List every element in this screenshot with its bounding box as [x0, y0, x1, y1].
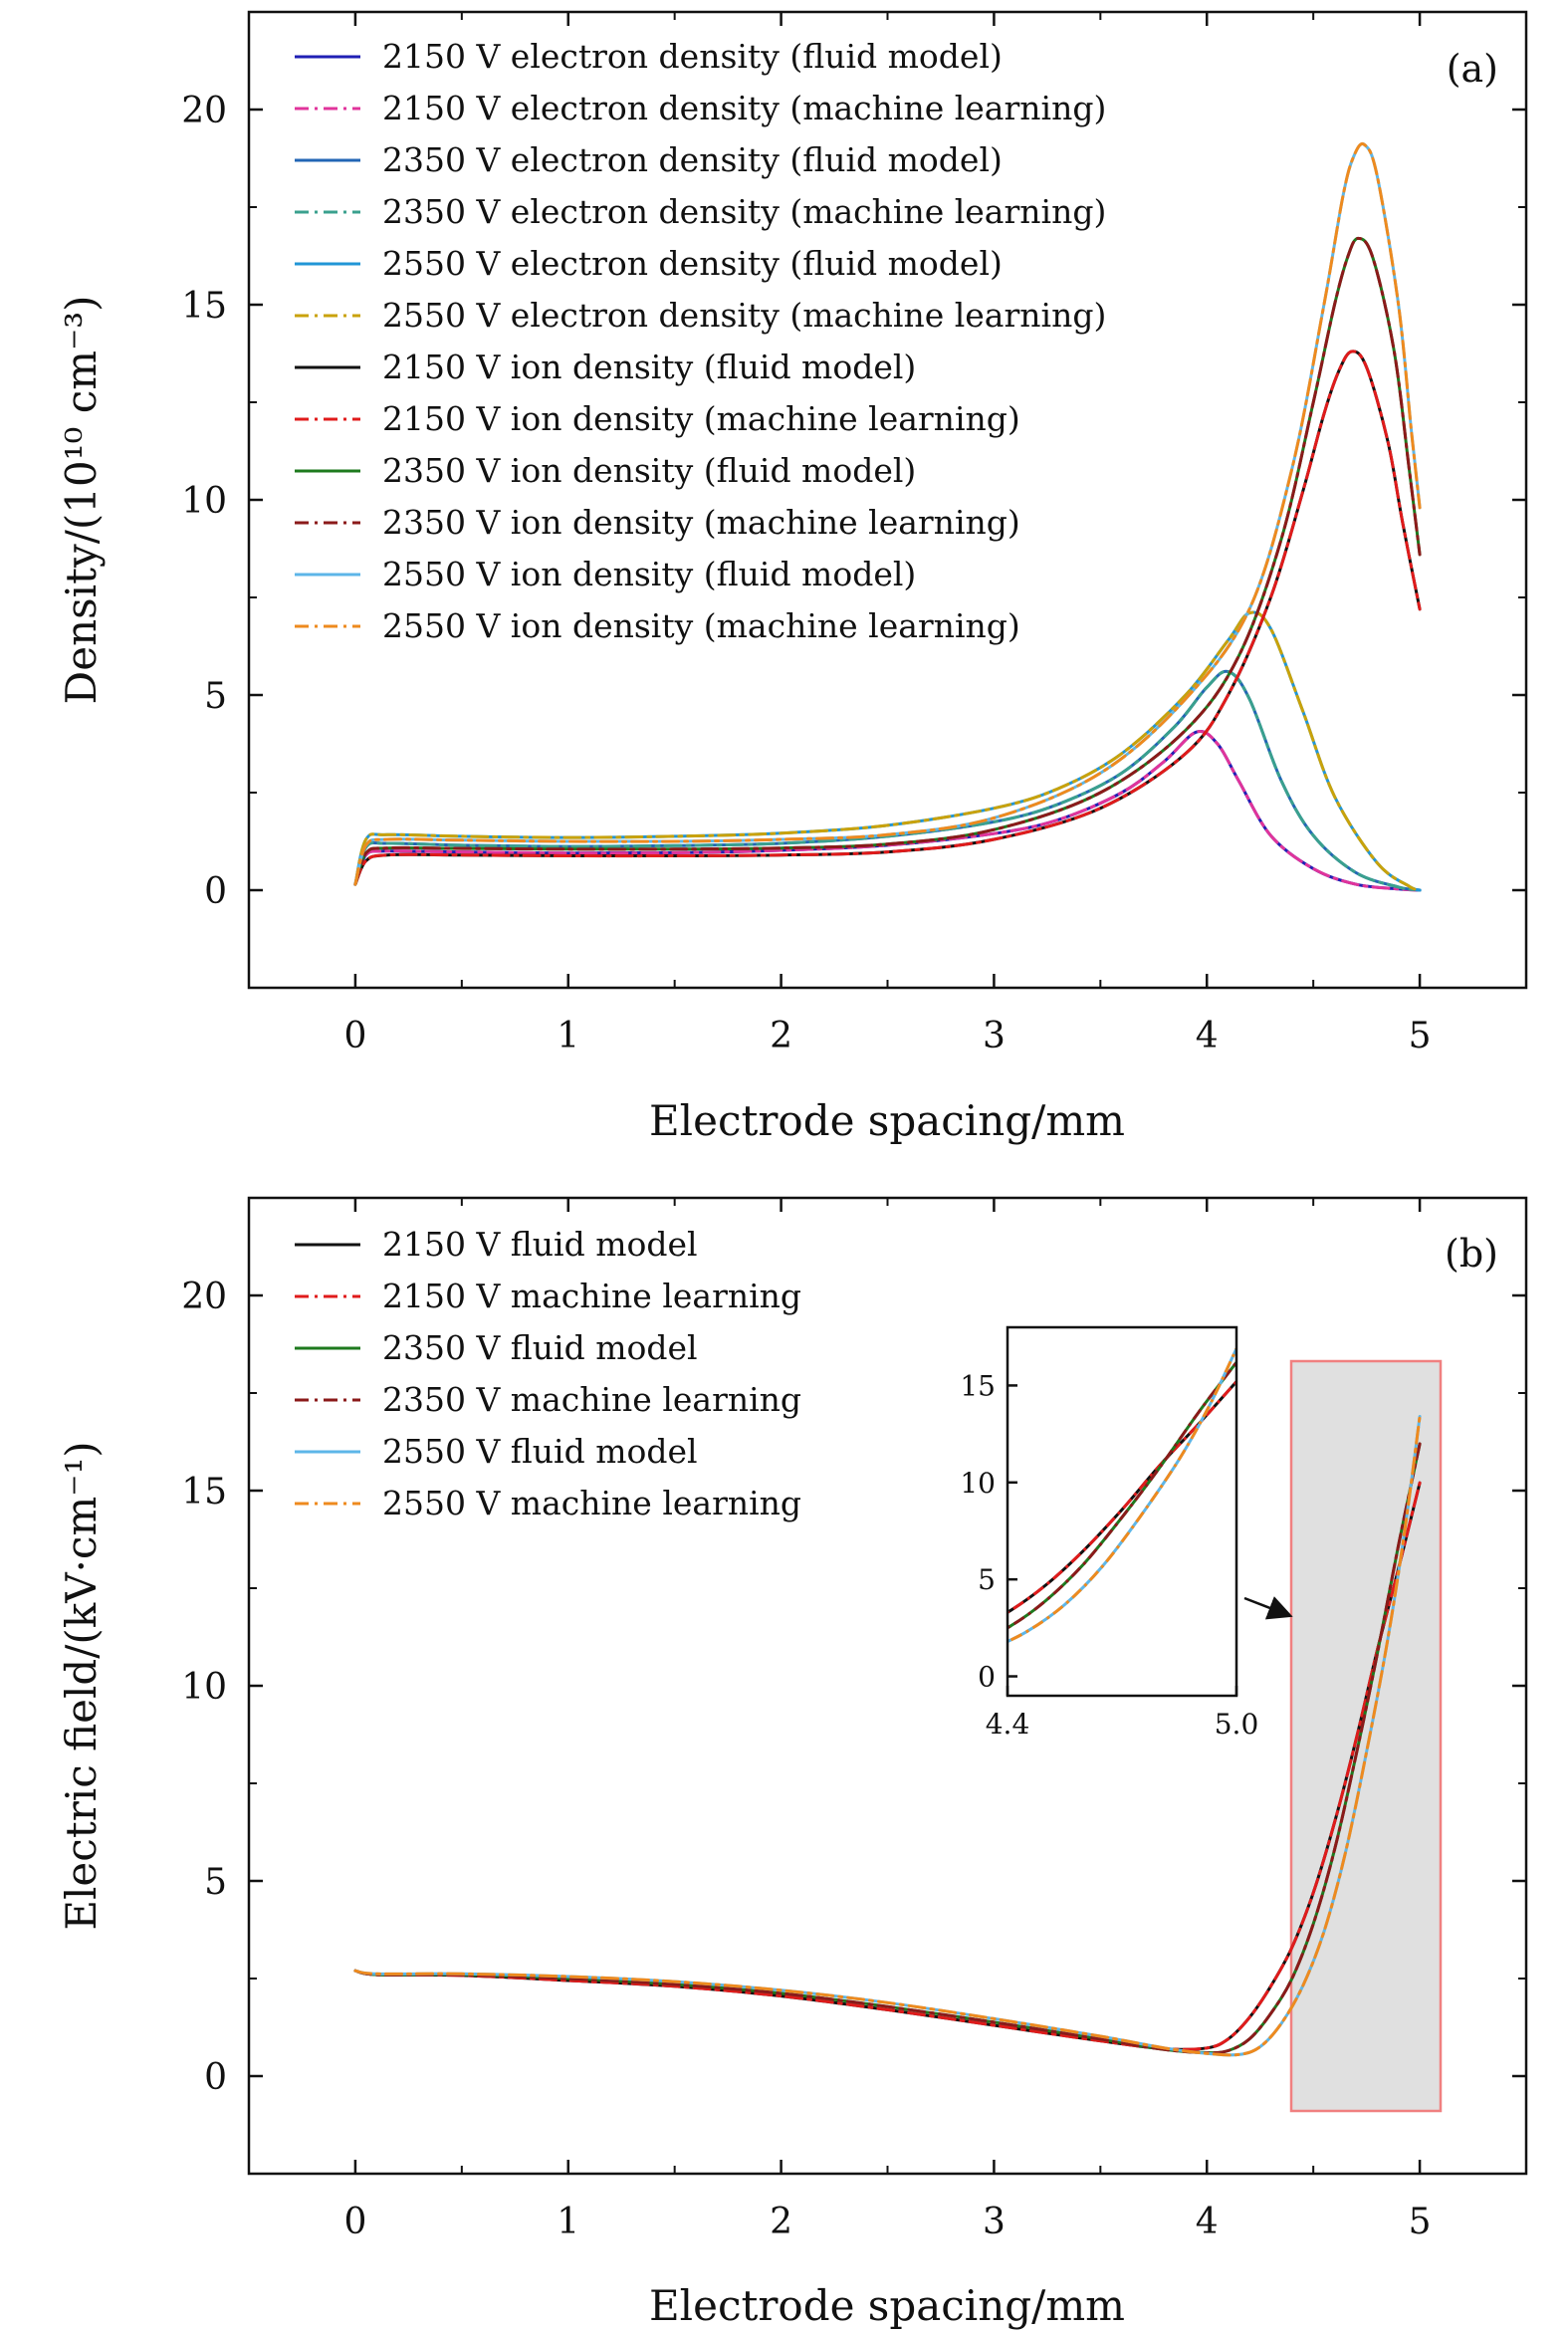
x-tick-label: 4: [1196, 1016, 1219, 1056]
inset-frame: [1006, 1325, 1238, 1698]
legend-entry: 2350 V ion density (fluid model): [382, 451, 916, 490]
inset-y-tick-label: 0: [978, 1661, 996, 1694]
y-tick-label: 5: [204, 676, 227, 717]
x-tick-label: 2: [770, 1016, 792, 1056]
inset-x-tick-label: 5.0: [1215, 1708, 1259, 1741]
legend-entry: 2350 V electron density (machine learnin…: [382, 192, 1106, 231]
legend-entry: 2350 V fluid model: [382, 1328, 698, 1367]
y-tick-label: 10: [181, 481, 227, 522]
x-tick-label: 0: [343, 1016, 366, 1056]
legend-entry: 2550 V electron density (machine learnin…: [382, 296, 1106, 335]
x-axis-title-a: Electrode spacing/mm: [649, 1096, 1125, 1145]
series-line-a-5: [353, 610, 1422, 892]
series-line-b-3: [353, 1442, 1422, 2055]
series-line-a-11: [353, 142, 1422, 886]
legend-b: 2150 V fluid model 2150 V machine learnin…: [295, 1225, 801, 1522]
series-group-a: [353, 142, 1422, 892]
legend-entry: 2550 V machine learning: [382, 1484, 801, 1522]
panel-label-b: (b): [1445, 1232, 1498, 1276]
y-tick-label: 0: [204, 2057, 227, 2098]
series-line-a-3: [353, 669, 1422, 892]
legend-entry: 2150 V electron density (fluid model): [382, 37, 1003, 76]
x-tick-label: 0: [343, 2202, 366, 2242]
x-tick-label: 5: [1409, 2202, 1432, 2242]
y-tick-label: 15: [181, 286, 227, 327]
x-tick-label: 2: [770, 2202, 792, 2242]
legend-entry: 2550 V ion density (fluid model): [382, 555, 916, 593]
x-tick-label: 1: [557, 2202, 579, 2242]
inset-y-tick-label: 5: [978, 1563, 996, 1596]
legend-entry: 2150 V ion density (fluid model): [382, 348, 916, 386]
y-tick-label: 10: [181, 1667, 227, 1708]
x-axis-title-b: Electrode spacing/mm: [649, 2281, 1125, 2330]
series-line-a-0: [353, 730, 1422, 892]
legend-entry: 2150 V machine learning: [382, 1277, 801, 1315]
inset-series-group: [1008, 1347, 1236, 1644]
plot-area-b: [353, 1415, 1422, 2057]
inset-y-tick-label: 15: [960, 1369, 996, 1402]
inset-y-tick-label: 10: [960, 1467, 996, 1500]
x-tick-label: 3: [983, 1016, 1006, 1056]
panel-label-a: (a): [1447, 47, 1498, 91]
highlight-region-b: [1289, 1359, 1443, 2113]
y-axis-title-b: Electric field/(kV·cm⁻¹): [57, 1441, 106, 1930]
x-tick-label: 3: [983, 2202, 1006, 2242]
legend-entry: 2150 V fluid model: [382, 1225, 698, 1264]
legend-entry: 2350 V ion density (machine learning): [382, 503, 1020, 542]
y-tick-label: 20: [181, 91, 227, 131]
series-line-a-9: [353, 236, 1422, 886]
y-tick-label: 15: [181, 1472, 227, 1513]
inset-series-line-1: [1008, 1380, 1236, 1615]
legend-a: 2150 V electron density (fluid model) 215…: [295, 37, 1106, 645]
legend-entry: 2550 V fluid model: [382, 1432, 698, 1471]
y-tick-label: 5: [204, 1862, 227, 1903]
inset-chart: 4.4 5.0 0 5 10 15: [960, 1325, 1258, 1741]
series-line-b-0: [353, 1481, 1422, 2051]
legend-entry: 2350 V machine learning: [382, 1380, 801, 1419]
legend-entry: 2150 V ion density (machine learning): [382, 399, 1020, 438]
axis-ticks-a: 0 1 2 3 4 5 0 5 10 15 20: [181, 11, 1527, 1056]
chart-panel-a: 0 1 2 3 4 5 0 5 10 15 20 Electrode spacing/mm Dens…: [57, 10, 1528, 1145]
legend-entry: 2150 V electron density (machine learnin…: [382, 89, 1106, 127]
series-line-b-1: [353, 1481, 1422, 2051]
legend-entry: 2550 V electron density (fluid model): [382, 244, 1003, 283]
inset-ticks: 4.4 5.0 0 5 10 15: [960, 1369, 1258, 1741]
inset-series-line-5: [1008, 1347, 1236, 1644]
series-line-b-5: [353, 1415, 1422, 2057]
series-group-b: [353, 1415, 1422, 2057]
x-tick-label: 1: [557, 1016, 579, 1056]
x-tick-label: 5: [1409, 1016, 1432, 1056]
x-tick-label: 4: [1196, 2202, 1219, 2242]
plot-area-a: [353, 142, 1422, 892]
series-line-a-7: [353, 350, 1422, 886]
legend-entry: 2350 V electron density (fluid model): [382, 140, 1003, 179]
y-axis-title-a: Density/(10¹⁰ cm⁻³): [57, 296, 106, 705]
inset-series-line-3: [1008, 1361, 1236, 1630]
series-line-b-2: [353, 1442, 1422, 2055]
y-tick-label: 20: [181, 1277, 227, 1317]
series-line-a-2: [353, 669, 1422, 892]
series-line-a-1: [353, 730, 1422, 892]
chart-panel-b: 0 1 2 3 4 5 0 5 10 15 20 Electrode spacing/mm Elec…: [57, 1196, 1528, 2330]
inset-x-tick-label: 4.4: [986, 1708, 1030, 1741]
y-tick-label: 0: [204, 871, 227, 912]
axis-ticks-b: 0 1 2 3 4 5 0 5 10 15 20: [181, 1197, 1527, 2242]
legend-entry: 2550 V ion density (machine learning): [382, 606, 1020, 645]
zoom-arrow: [1243, 1596, 1293, 1620]
